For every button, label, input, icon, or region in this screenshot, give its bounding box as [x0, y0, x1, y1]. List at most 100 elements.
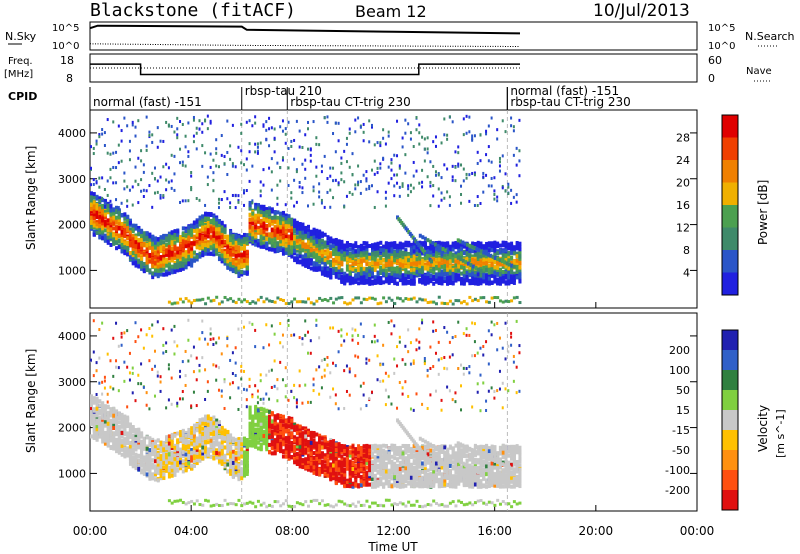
power-echo-cell — [437, 275, 441, 280]
power-echo-cell — [265, 232, 269, 237]
power-echo-cell — [190, 249, 194, 254]
power-echo-cell — [192, 234, 196, 239]
power-echo-cell — [345, 244, 349, 249]
power-echo-cell — [234, 270, 238, 275]
power-scatter-cell — [498, 169, 501, 173]
power-echo-cell — [117, 221, 121, 226]
power-ground-cell — [382, 296, 386, 300]
power-echo-cell — [329, 244, 333, 249]
power-scatter-cell — [485, 129, 488, 133]
power-echo-cell — [159, 235, 163, 240]
power-echo-cell — [434, 272, 438, 277]
power-echo-cell — [179, 244, 183, 249]
power-scatter-cell — [318, 182, 321, 186]
power-ground-cell — [215, 295, 219, 299]
power-echo-cell — [109, 221, 113, 226]
power-echo-cell — [379, 276, 383, 281]
power-scatter-cell — [487, 159, 490, 163]
power-echo-cell — [312, 239, 316, 244]
power-echo-cell — [248, 203, 252, 208]
power-scatter-cell — [184, 199, 187, 203]
power-echo-cell — [148, 252, 152, 257]
power-echo-cell — [387, 280, 391, 285]
power-scatter-cell — [390, 158, 393, 162]
power-scatter-cell — [243, 203, 246, 207]
power-echo-cell — [212, 249, 216, 254]
power-scatter-cell — [370, 184, 373, 188]
power-scatter-cell — [151, 133, 154, 137]
power-echo-cell — [454, 268, 458, 273]
power-scatter-cell — [376, 166, 379, 170]
nave-tick-bottom: 0 — [708, 72, 715, 85]
power-echo-cell — [401, 281, 405, 286]
freq-tick-bottom: 8 — [66, 72, 73, 85]
power-scatter-cell — [432, 184, 435, 188]
power-echo-cell — [220, 244, 224, 249]
power-echo-cell — [498, 267, 502, 272]
power-echo-cell — [426, 249, 430, 254]
power-echo-cell — [409, 262, 413, 267]
power-scatter-cell — [290, 196, 293, 200]
power-echo-cell — [398, 253, 402, 258]
power-echo-cell — [457, 276, 461, 281]
power-echo-cell — [101, 221, 105, 226]
power-echo-cell — [298, 237, 302, 242]
power-echo-cell — [490, 261, 494, 266]
power-echo-cell — [115, 231, 119, 236]
power-echo-cell — [287, 237, 291, 242]
power-ground-cell — [370, 296, 374, 300]
power-scatter-cell — [276, 161, 279, 165]
power-echo-cell — [137, 259, 141, 264]
power-scatter-cell — [479, 133, 482, 137]
power-ground-cell — [368, 296, 372, 300]
power-echo-cell — [357, 276, 361, 281]
cpid-segment-label-2: rbsp-tau CT-trig 230 — [290, 95, 410, 109]
power-echo-cell — [390, 265, 394, 270]
power-scatter-cell — [220, 198, 223, 202]
power-echo-cell — [393, 244, 397, 249]
power-echo-cell — [276, 224, 280, 229]
power-echo-cell — [162, 259, 166, 264]
power-echo-cell — [468, 272, 472, 277]
power-echo-cell — [334, 245, 338, 250]
power-echo-cell — [440, 269, 444, 274]
power-echo-cell — [348, 255, 352, 260]
power-echo-cell — [370, 260, 374, 265]
freq-panel: Freq. [MHz] 18 8 60 0 Nave — [4, 53, 772, 85]
power-echo-cell — [215, 227, 219, 232]
power-echo-cell — [226, 245, 230, 250]
power-echo-cell — [265, 241, 269, 246]
power-ground-cell — [465, 302, 469, 306]
power-echo-cell — [396, 269, 400, 274]
power-echo-cell — [412, 257, 416, 262]
power-scatter-cell — [309, 148, 312, 152]
power-scatter-cell — [198, 119, 201, 123]
power-echo-cell — [340, 275, 344, 280]
power-echo-cell — [287, 228, 291, 233]
power-echo-cell — [323, 242, 327, 247]
power-echo-cell — [234, 256, 238, 261]
power-echo-cell — [440, 272, 444, 277]
power-echo-cell — [393, 258, 397, 263]
noise-panel: N.Sky 10^5 10^0 10^5 10^0 N.Search — [5, 21, 795, 52]
power-echo-cell — [153, 245, 157, 250]
power-scatter-cell — [237, 199, 240, 203]
power-echo-cell — [276, 227, 280, 232]
power-echo-cell — [128, 230, 132, 235]
power-ground-cell — [279, 298, 283, 302]
power-echo-cell — [309, 266, 313, 271]
power-echo-cell — [368, 278, 372, 283]
power-scatter-cell — [259, 189, 262, 193]
power-echo-cell — [298, 250, 302, 255]
power-echo-cell — [443, 259, 447, 264]
power-echo-cell — [259, 219, 263, 224]
power-ground-cell — [345, 302, 349, 306]
power-echo-cell — [284, 247, 288, 252]
power-echo-cell — [159, 245, 163, 250]
power-echo-cell — [326, 241, 330, 246]
power-scatter-cell — [460, 192, 463, 196]
power-ground-cell — [265, 297, 269, 301]
power-echo-cell — [460, 248, 464, 253]
power-echo-cell — [103, 201, 107, 206]
power-echo-cell — [384, 276, 388, 281]
